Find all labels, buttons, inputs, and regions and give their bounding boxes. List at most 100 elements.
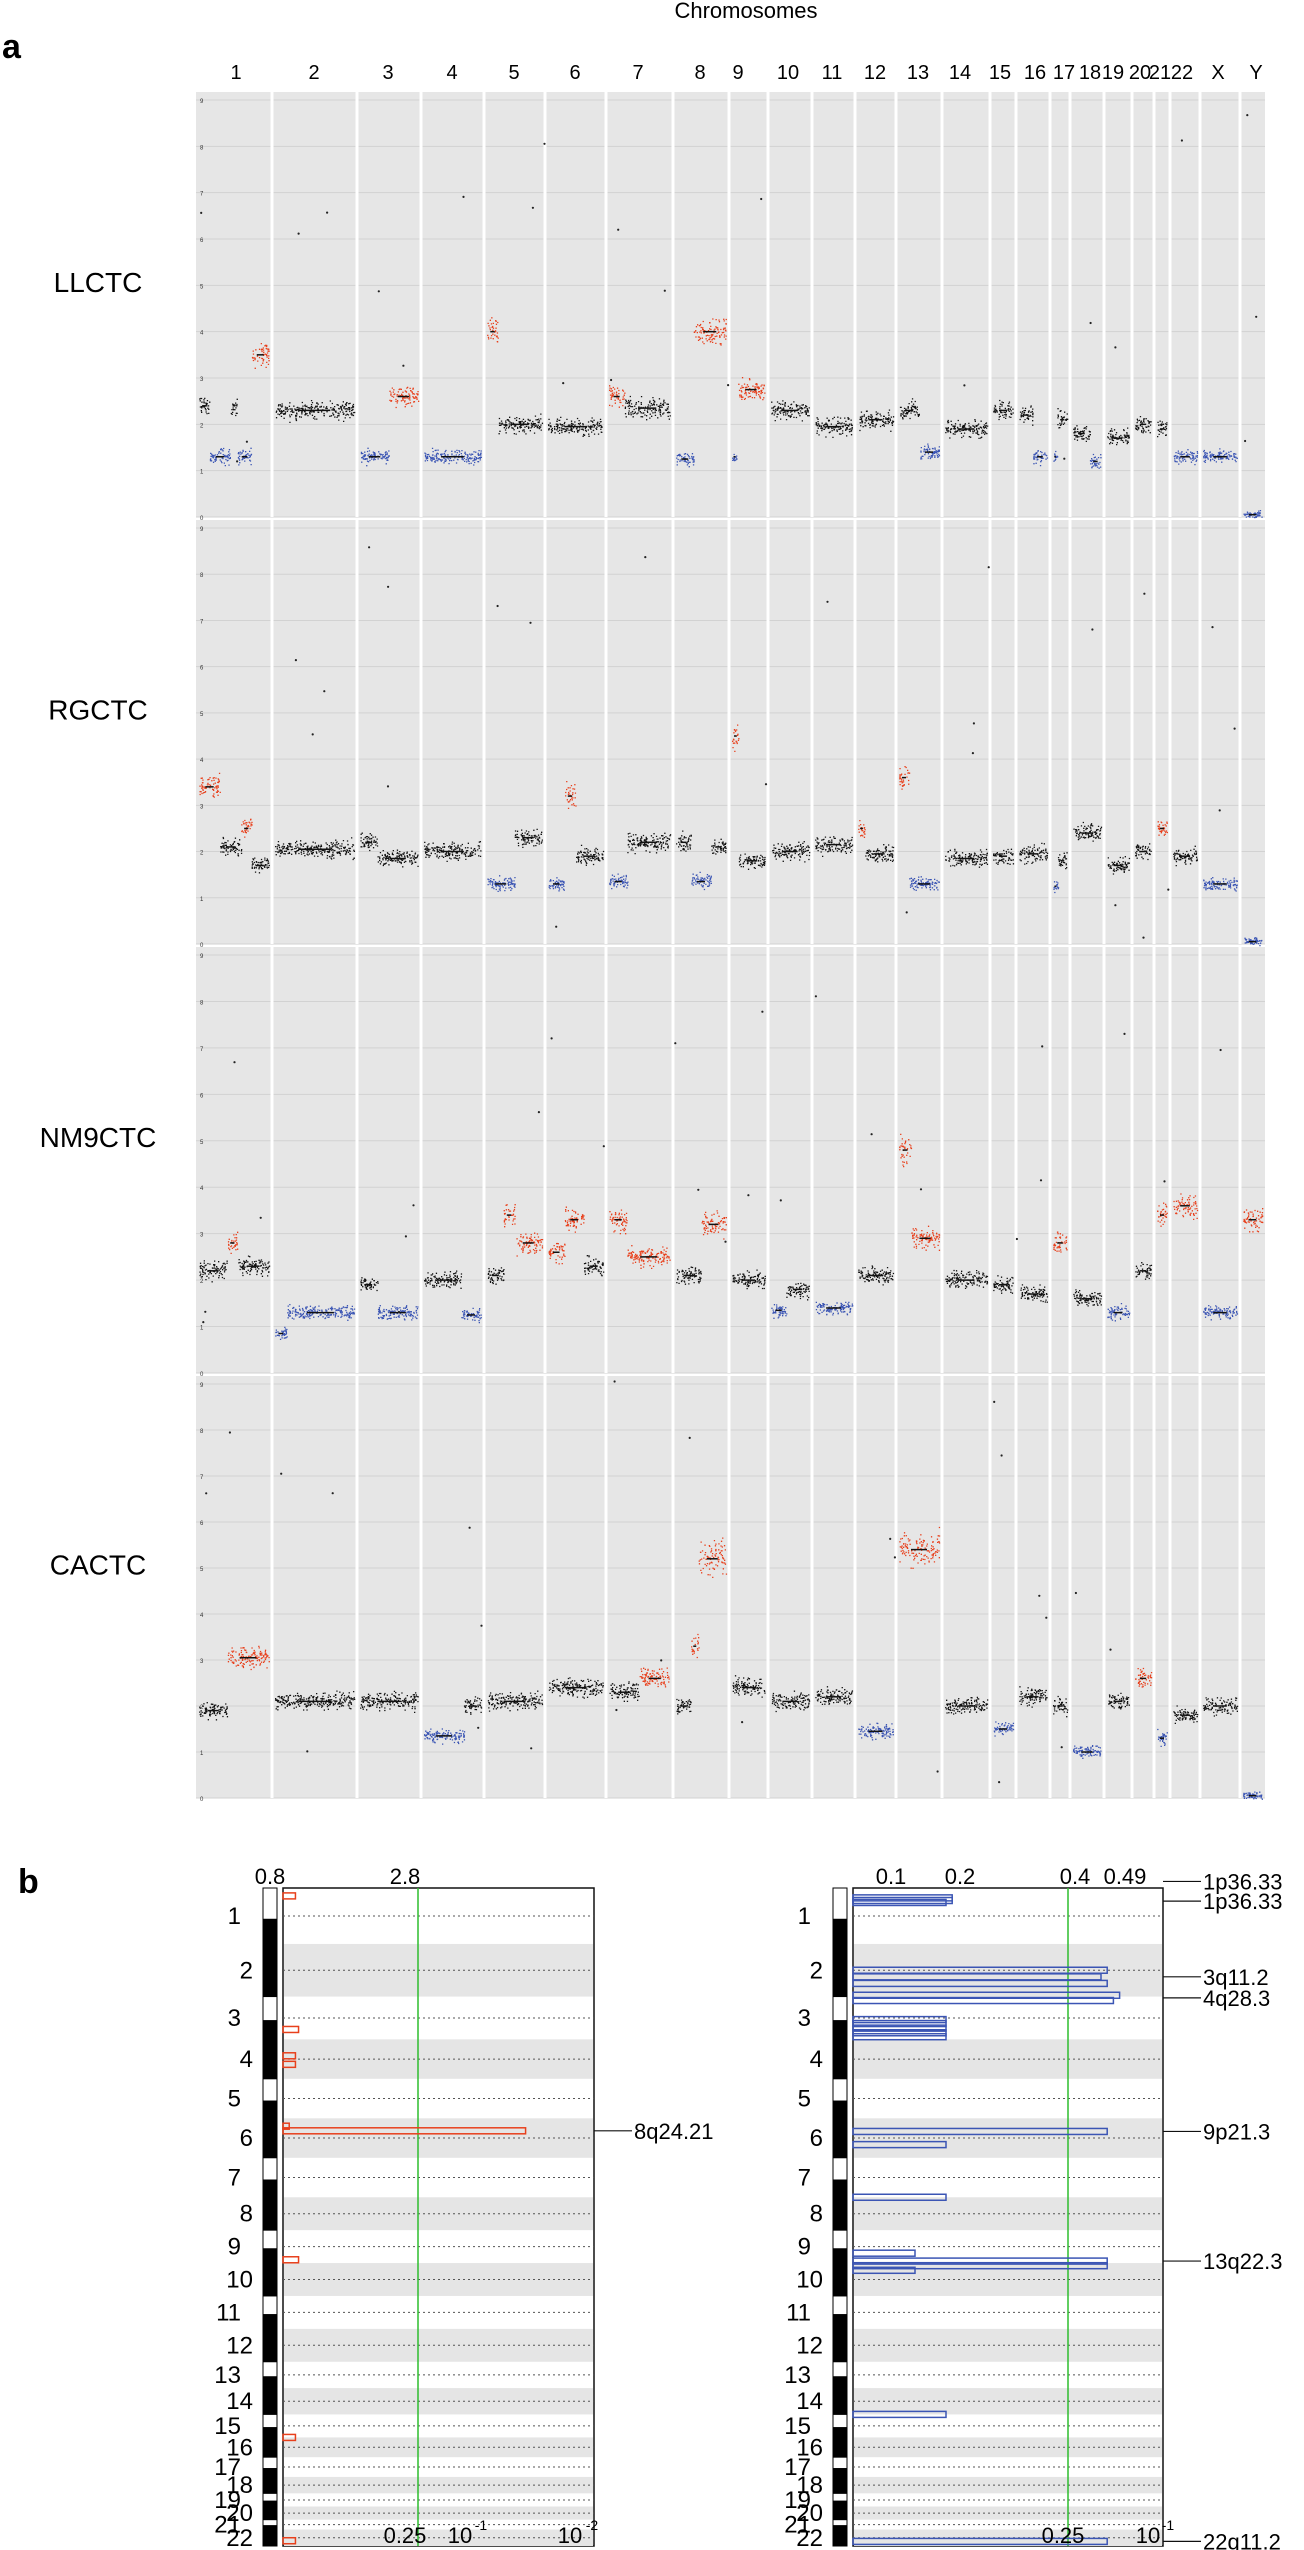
ideogram-qarm — [263, 2281, 277, 2296]
ideogram-label-4: 4 — [810, 2046, 823, 2073]
outlier-point — [998, 1781, 1001, 1784]
outlier-point — [644, 556, 647, 559]
outlier-point — [617, 228, 620, 231]
sample-panel-llctc: 0 1 2 3 4 5 6 7 8 9 — [196, 92, 1265, 522]
ideogram-qarm — [263, 2485, 277, 2494]
annotation-label: 3q11.2 — [1203, 1965, 1269, 1990]
outlier-point — [1060, 1746, 1063, 1749]
y-tick-label: 3 — [200, 1659, 204, 1665]
outlier-point — [236, 460, 239, 463]
ideogram-label-16: 16 — [796, 2434, 823, 2461]
ideogram-label-7: 7 — [228, 2165, 241, 2192]
segment-points-chr18 — [1089, 453, 1102, 469]
y-tick-label: 0 — [200, 943, 204, 949]
outlier-point — [412, 1204, 415, 1207]
outlier-point — [1000, 1454, 1003, 1457]
ideogram-label-3: 3 — [798, 2005, 811, 2032]
segment-points-chr17 — [1053, 881, 1060, 894]
ideogram-qarm — [263, 2215, 277, 2231]
outlier-point — [404, 1235, 407, 1238]
outlier-point — [529, 621, 532, 624]
y-tick-label: 4 — [200, 1186, 204, 1192]
frequency-bar — [852, 2266, 916, 2275]
outlier-point — [993, 1400, 996, 1403]
segment-points-chr16 — [1019, 1686, 1048, 1708]
ideogram-qarm — [263, 2020, 277, 2040]
segment-points-chr1 — [251, 857, 270, 874]
frequency-bar — [282, 2433, 297, 2442]
ideogram-label-17: 17 — [214, 2454, 241, 2481]
segment-points-chr13 — [899, 1133, 913, 1168]
outlier-point — [205, 1492, 208, 1495]
ideogram-label-10: 10 — [796, 2267, 823, 2294]
sample-panel-cactc: 0 1 2 3 4 5 6 7 8 9 — [196, 1376, 1265, 1803]
chromosome-label-11: 11 — [822, 62, 843, 84]
segment-points-chr1 — [237, 447, 253, 466]
segment-points-chr11 — [815, 836, 854, 858]
ideogram-label-16: 16 — [226, 2434, 253, 2461]
segment-points-chr8 — [691, 1633, 700, 1659]
outlier-point — [555, 925, 558, 928]
bottom-tick-label: 0.25 — [1042, 2523, 1085, 2548]
segment-points-chr5 — [514, 828, 543, 849]
ideogram-qarm — [263, 2061, 277, 2079]
annotation-label: 4q28.3 — [1203, 1986, 1270, 2011]
ideogram-qarm — [833, 2248, 847, 2264]
ideogram-label-17: 17 — [784, 2454, 811, 2481]
outlier-point — [688, 1436, 691, 1439]
y-tick-label: 4 — [200, 758, 204, 764]
ideogram-label-18: 18 — [796, 2472, 823, 2499]
y-tick-label: 4 — [200, 331, 204, 337]
segment-points-chr3 — [360, 832, 379, 852]
frequency-bar — [282, 2052, 297, 2060]
segment-points-chr13 — [899, 1526, 941, 1569]
ideogram-qarm — [263, 2376, 277, 2389]
ideogram-qarm — [833, 1972, 847, 1997]
ideogram-qarm — [263, 1972, 277, 1997]
ideogram-label-8: 8 — [810, 2201, 823, 2228]
y-tick-label: 6 — [200, 238, 204, 244]
y-tick-label: 7 — [200, 1047, 204, 1053]
segment-points-chr7 — [609, 385, 626, 408]
y-tick-label: 6 — [200, 1521, 204, 1527]
ideogram-qarm — [833, 2314, 847, 2329]
segment-points-chrY — [1243, 1208, 1264, 1233]
frequency-bar — [852, 2193, 947, 2202]
ideogram-label-13: 13 — [214, 2362, 241, 2389]
ideogram-label-15: 15 — [214, 2413, 241, 2440]
outlier-point — [228, 1431, 231, 1434]
frequency-bar — [852, 2257, 1108, 2265]
segment-points-chr22 — [1173, 1193, 1199, 1221]
bottom-tick-label: 0.25 — [384, 2523, 427, 2548]
segment-points-chr20 — [1135, 1667, 1153, 1688]
chromosome-label-7: 7 — [632, 62, 643, 84]
y-tick-label: 8 — [200, 1429, 204, 1435]
ideogram-label-14: 14 — [796, 2388, 823, 2415]
segment-points-chr7 — [627, 832, 672, 855]
segment-points-chrY — [1243, 1791, 1263, 1800]
segment-points-chr4 — [424, 447, 482, 466]
segment-points-chr5 — [487, 1267, 505, 1285]
segment-points-chr17 — [1057, 852, 1068, 870]
outlier-point — [1039, 1179, 1043, 1182]
segment-points-chr20 — [1135, 415, 1152, 434]
segment-points-chrX — [1203, 1697, 1239, 1717]
segment-points-chr9 — [738, 377, 766, 401]
segment-points-chr1 — [251, 342, 270, 369]
ideogram-qarm — [833, 2376, 847, 2389]
y-tick-label: 5 — [200, 284, 204, 290]
segment-points-chr1 — [227, 1645, 270, 1671]
outlier-point — [1163, 1180, 1166, 1183]
frequency-bar — [852, 2015, 947, 2024]
outlier-point — [326, 211, 329, 214]
segment-points-chr21 — [1157, 821, 1168, 836]
ideogram-qarm — [263, 2427, 277, 2438]
outlier-point — [200, 211, 203, 214]
ideogram-qarm — [263, 2513, 277, 2520]
segment-points-chr1 — [227, 1231, 239, 1255]
frequency-bar — [852, 1996, 1115, 2005]
outlier-point — [905, 911, 908, 914]
ideogram-qarm — [263, 2346, 277, 2362]
ideogram-label-2: 2 — [810, 1957, 823, 1984]
chromosome-label-1: 1 — [230, 62, 241, 84]
